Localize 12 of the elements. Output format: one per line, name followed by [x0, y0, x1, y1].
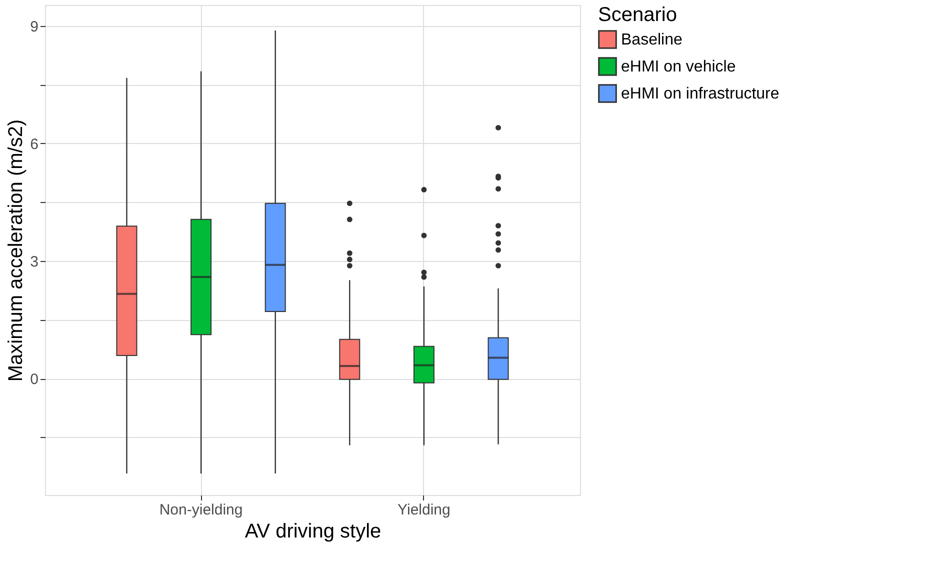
y-tick-label: 9 [30, 18, 38, 36]
x-tick-label: Yielding [398, 502, 450, 518]
y-axis-title: Maximum acceleration (m/s2) [5, 119, 28, 382]
legend-label: Baseline [621, 32, 682, 48]
legend-label: eHMI on infrastructure [621, 86, 780, 102]
legend-title: Scenario [598, 4, 677, 26]
y-tick-label: 3 [30, 253, 38, 270]
y-tick-label: 6 [30, 136, 38, 153]
legend-label: eHMI on vehicle [621, 58, 736, 76]
x-tick-label: Non-yielding [159, 502, 243, 518]
y-tick-label: 0 [30, 371, 38, 388]
x-axis-title: AV driving style [244, 520, 382, 542]
